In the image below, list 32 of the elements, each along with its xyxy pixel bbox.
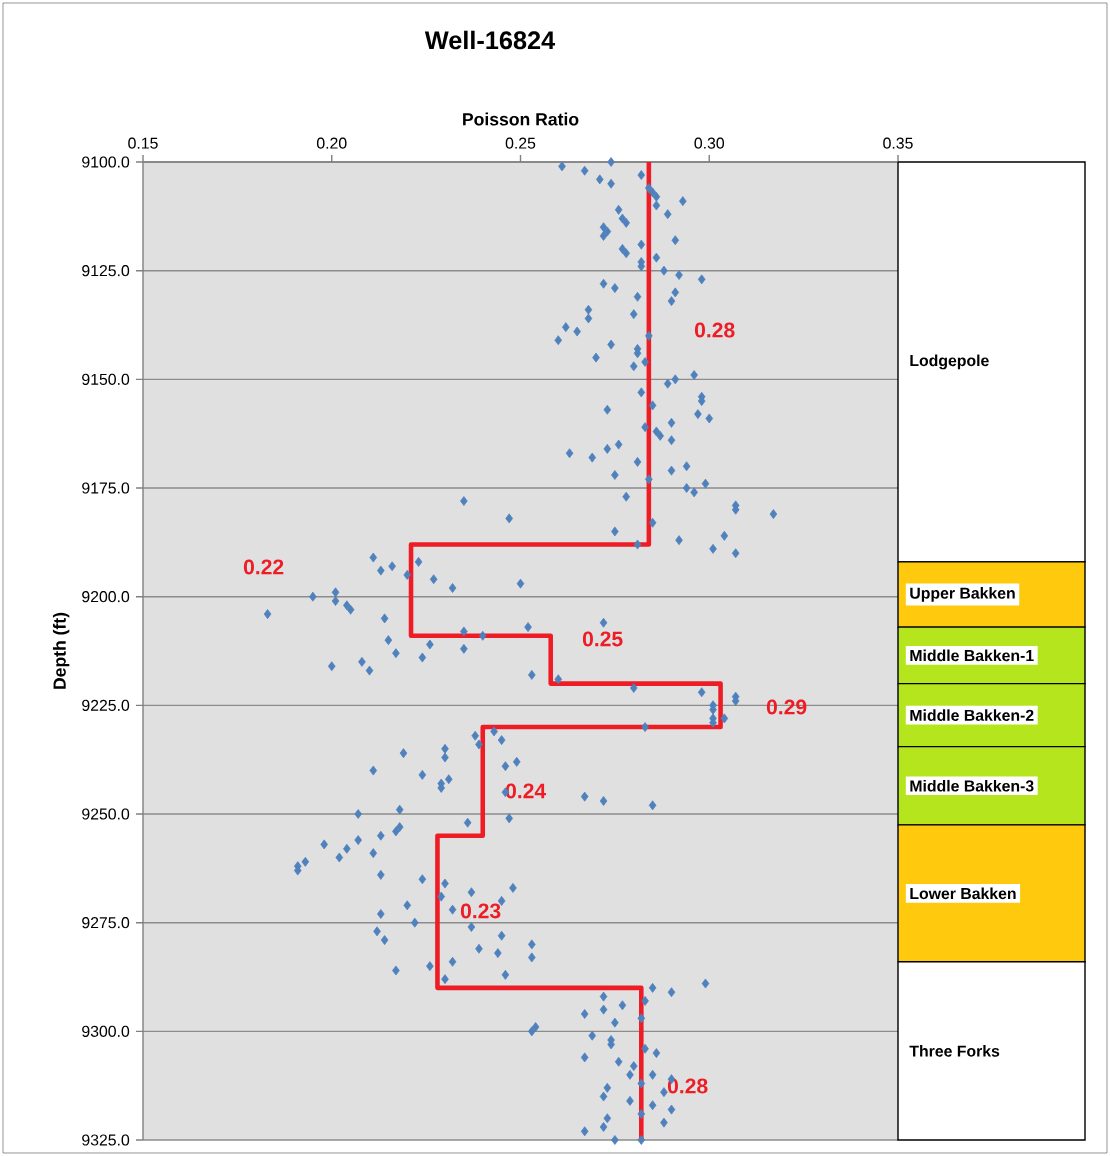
annotation: 0.23 bbox=[460, 903, 501, 919]
series-label: Upper Bakken bbox=[910, 587, 1015, 602]
y-tick-label: 9325.0 bbox=[82, 1134, 130, 1146]
x-axis-title: Poisson Ratio bbox=[463, 112, 579, 126]
annotation: 0.25 bbox=[582, 631, 623, 647]
series-label: Lower Bakken bbox=[910, 887, 1016, 900]
annotation: 0.28 bbox=[667, 1078, 708, 1094]
y-tick-label: 9300.0 bbox=[82, 1025, 130, 1037]
y-axis-title: Depth (ft) bbox=[52, 612, 70, 689]
series-label: Lodgepole bbox=[910, 354, 989, 370]
y-tick-label: 9100.0 bbox=[82, 156, 130, 168]
annotation: 0.29 bbox=[766, 699, 807, 715]
annotation: 0.22 bbox=[243, 559, 284, 575]
x-tick-label: 0.15 bbox=[128, 137, 158, 149]
x-tick-label: 0.30 bbox=[694, 137, 725, 149]
x-tick-label: 0.35 bbox=[883, 137, 913, 149]
y-tick-label: 9175.0 bbox=[82, 482, 130, 494]
annotation: 0.28 bbox=[694, 322, 735, 338]
series-label: Middle Bakken-1 bbox=[910, 649, 1034, 662]
annotation: 0.24 bbox=[505, 783, 547, 799]
x-tick-label: 0.25 bbox=[505, 137, 536, 149]
y-tick-label: 9200.0 bbox=[82, 591, 130, 603]
y-tick-label: 9250.0 bbox=[82, 808, 130, 820]
y-tick-label: 9150.0 bbox=[82, 373, 130, 385]
y-tick-label: 9225.0 bbox=[82, 699, 130, 711]
chart-title: Well-16824 bbox=[424, 30, 556, 50]
y-tick-label: 9275.0 bbox=[82, 917, 130, 929]
series-label: Three Forks bbox=[909, 1045, 1000, 1057]
x-tick-label: 0.20 bbox=[316, 137, 347, 149]
series-label: Middle Bakken-3 bbox=[910, 779, 1034, 792]
y-tick-label: 9125.0 bbox=[82, 265, 130, 277]
series-label: Middle Bakken-2 bbox=[910, 709, 1034, 721]
